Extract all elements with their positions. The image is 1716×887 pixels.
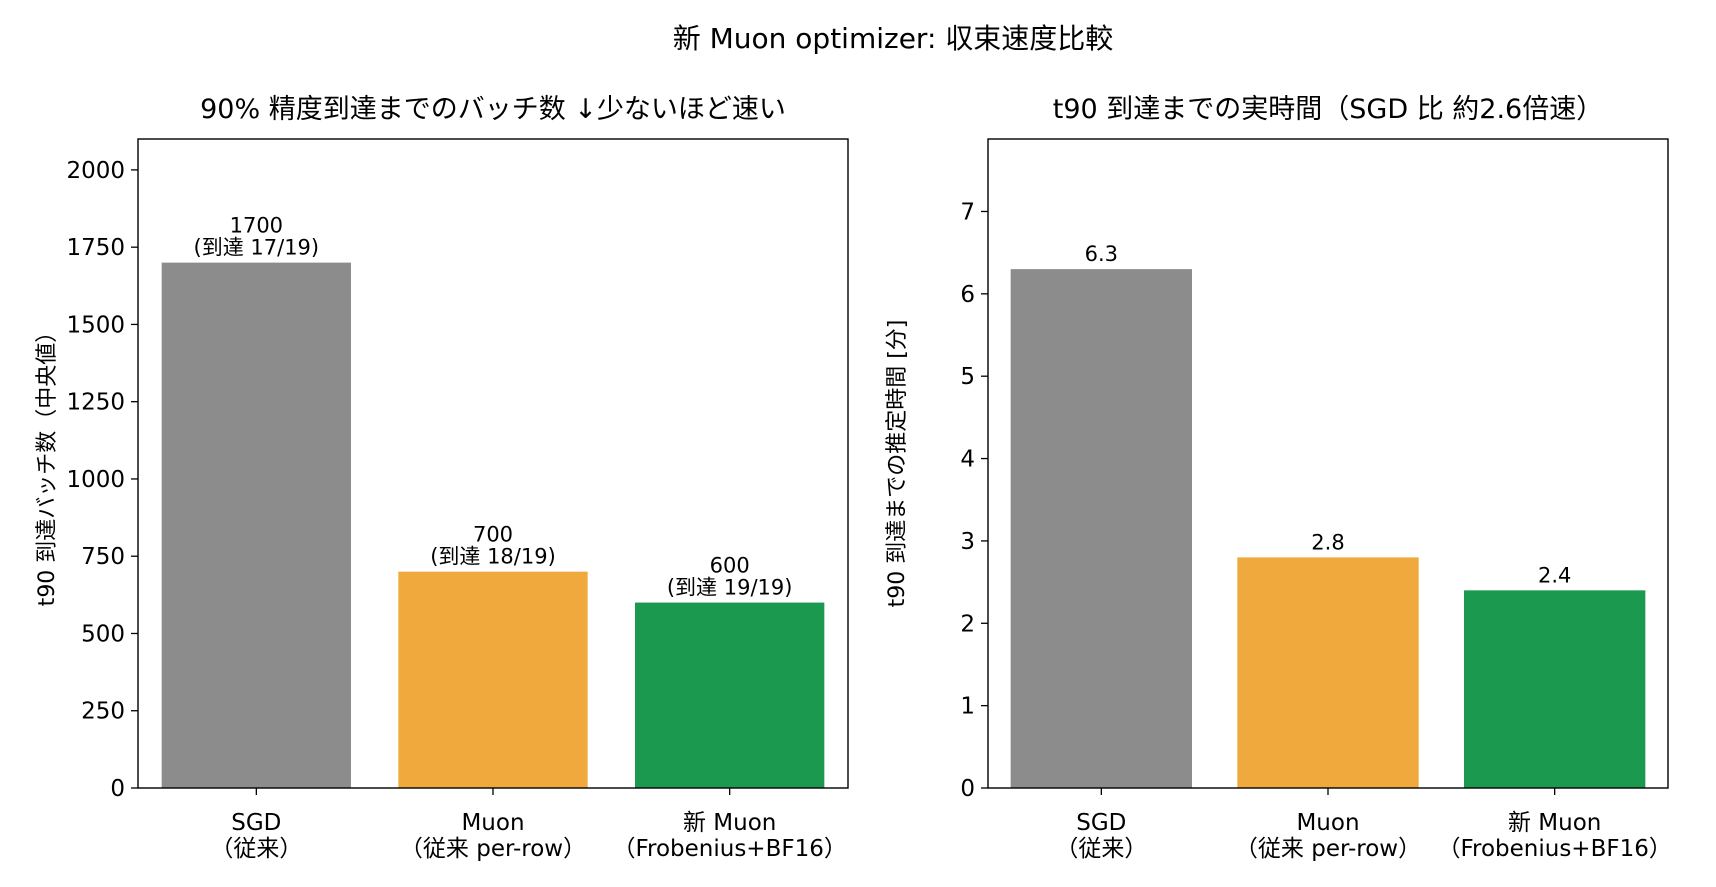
bar-value-label: (到達 17/19) — [194, 236, 320, 260]
bar-value-label: 1700 — [230, 214, 283, 238]
y-tick-label: 750 — [81, 544, 125, 570]
y-tick-label: 250 — [81, 699, 125, 725]
y-tick-label: 0 — [110, 776, 125, 802]
x-tick-label: （Frobenius+BF16） — [612, 836, 846, 862]
y-tick-label: 7 — [960, 199, 975, 225]
y-tick-label: 4 — [960, 447, 975, 473]
y-tick-label: 1 — [960, 694, 975, 720]
y-tick-label: 1250 — [66, 390, 125, 416]
y-tick-label: 500 — [81, 621, 125, 647]
bar-value-label: (到達 18/19) — [430, 545, 556, 569]
y-tick-label: 0 — [960, 776, 975, 802]
x-tick-label: （従来） — [1055, 836, 1147, 862]
x-tick-label: （従来 per-row） — [400, 836, 586, 862]
y-tick-label: 3 — [960, 529, 975, 555]
y-tick-label: 2 — [960, 611, 975, 637]
y-tick-label: 1500 — [66, 312, 125, 338]
axes-frame — [137, 138, 849, 789]
bar — [161, 262, 351, 789]
axes-frame — [987, 138, 1669, 789]
x-tick-label: Muon — [461, 810, 524, 836]
right-panel: t90 到達までの実時間（SGD 比 約2.6倍速） t90 到達までの推定時間 … — [885, 94, 1672, 862]
bar — [398, 571, 588, 788]
bar — [635, 602, 825, 788]
x-tick-label: （従来 per-row） — [1235, 836, 1421, 862]
x-tick-label: SGD — [231, 810, 281, 836]
y-tick-label: 6 — [960, 282, 975, 308]
bar-value-label: (到達 19/19) — [667, 576, 793, 600]
bar — [1464, 590, 1646, 788]
bar-value-label: 700 — [473, 523, 513, 547]
y-tick-label: 5 — [960, 364, 975, 390]
panel-title: t90 到達までの実時間（SGD 比 約2.6倍速） — [1053, 94, 1603, 125]
y-axis-label: t90 到達バッチ数（中央値） — [35, 321, 60, 607]
bar — [1010, 269, 1192, 788]
figure-suptitle: 新 Muon optimizer: 収束速度比較 — [673, 22, 1114, 55]
bar-value-label: 2.4 — [1538, 563, 1571, 587]
y-tick-label: 2000 — [66, 158, 125, 184]
x-tick-label: 新 Muon — [1508, 810, 1601, 836]
x-tick-label: （Frobenius+BF16） — [1437, 836, 1671, 862]
x-tick-label: （従来） — [210, 836, 302, 862]
bar — [1237, 557, 1419, 788]
x-tick-label: Muon — [1296, 810, 1359, 836]
y-tick-label: 1750 — [66, 235, 125, 261]
bar-value-label: 2.8 — [1311, 530, 1344, 554]
bar-value-label: 6.3 — [1085, 242, 1118, 266]
y-axis-label: t90 到達までの推定時間 [分] — [885, 320, 910, 608]
x-tick-label: SGD — [1076, 810, 1126, 836]
y-tick-label: 1000 — [66, 467, 125, 493]
x-tick-label: 新 Muon — [683, 810, 776, 836]
panel-title: 90% 精度到達までのバッチ数 ↓少ないほど速い — [200, 94, 786, 125]
bar-value-label: 600 — [710, 554, 750, 578]
